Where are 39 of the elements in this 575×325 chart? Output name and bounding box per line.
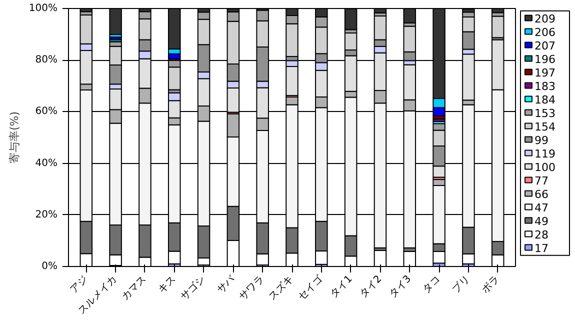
x-tick-label: タイ3 <box>387 274 414 300</box>
legend-label: 49 <box>534 214 548 228</box>
legend-label: 99 <box>534 134 548 147</box>
x-tick-label: タイ2 <box>358 274 384 300</box>
legend-label: 196 <box>534 53 556 66</box>
x-tick-label: スズキ <box>266 272 296 303</box>
legend-label: 209 <box>534 12 556 26</box>
legend-label: 47 <box>534 201 548 214</box>
y-axis-title: 寄与率(%) <box>8 111 21 164</box>
legend-label: 184 <box>534 94 556 106</box>
legend-label: 183 <box>534 80 556 94</box>
legend-label: 77 <box>534 174 548 188</box>
legend-label: 28 <box>534 228 548 242</box>
x-tick-label: タイ1 <box>328 274 355 300</box>
legend-label: 100 <box>534 160 556 174</box>
legend-label: 119 <box>534 147 556 160</box>
x-tick-label: サバ <box>215 272 238 296</box>
x-tick-label: タコ <box>421 274 443 296</box>
y-tick-label: 20% <box>35 209 58 220</box>
x-tick-label: ボラ <box>480 274 502 296</box>
legend-label: 66 <box>534 188 548 201</box>
x-tick-label: ブリ <box>450 272 472 296</box>
x-tick-label: セイゴ <box>296 272 326 303</box>
legend-label: 197 <box>534 66 556 80</box>
legend-label: 153 <box>534 106 556 120</box>
y-tick-label: 40% <box>35 158 58 169</box>
legend-label: 206 <box>534 26 556 40</box>
y-tick-label: 80% <box>35 54 58 66</box>
y-tick-label: 100% <box>28 3 58 14</box>
x-tick-label: サワラ <box>237 274 266 303</box>
legend-label: 17 <box>534 242 548 255</box>
x-tick-label: サゴシ <box>178 272 208 303</box>
x-tick-label: キス <box>156 274 178 296</box>
x-tick-label: カマス <box>120 274 149 303</box>
y-tick-label: 60% <box>35 106 58 118</box>
legend-label: 207 <box>534 40 556 53</box>
y-tick-label: 0% <box>42 261 58 272</box>
x-tick-label: アジ <box>68 274 90 296</box>
legend-label: 154 <box>534 120 556 134</box>
